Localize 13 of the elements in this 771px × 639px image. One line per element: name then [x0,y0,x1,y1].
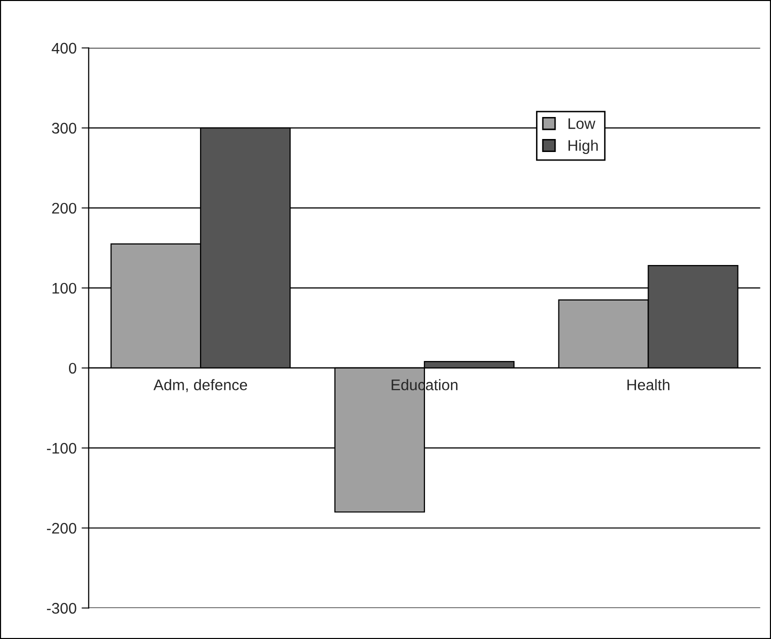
y-tick-label: 400 [52,42,76,54]
y-tick-label: 200 [52,202,76,214]
y-tick-label: 300 [52,122,76,134]
y-tick-label: 0 [68,362,76,374]
y-tick-label: -300 [46,602,76,614]
y-tick-label: -100 [46,442,76,454]
x-tick-label: Health [627,379,670,390]
y-tick-label: 100 [52,282,76,294]
legend-label: Low [568,118,596,129]
x-tick-label: Adm, defence [153,379,248,392]
x-tick-label: Education [392,379,458,390]
y-tick-label: -200 [46,522,76,534]
legend-label: High [568,140,598,154]
